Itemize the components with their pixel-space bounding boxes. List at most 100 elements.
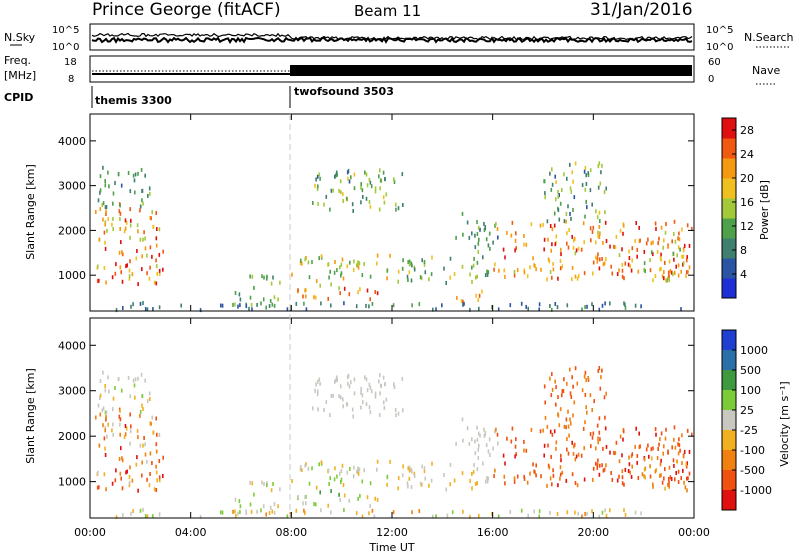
data-cell — [630, 475, 633, 479]
data-cell — [543, 443, 546, 448]
data-cell — [389, 253, 391, 258]
data-cell — [667, 276, 669, 281]
data-cell — [574, 481, 577, 485]
data-cell — [119, 226, 121, 231]
data-cell — [330, 188, 333, 193]
data-cell — [486, 479, 489, 484]
data-cell — [143, 230, 145, 235]
data-cell — [305, 288, 307, 293]
data-cell — [430, 478, 433, 483]
data-cell — [554, 242, 557, 247]
data-cell — [652, 446, 654, 451]
data-cell — [643, 261, 646, 266]
data-cell — [557, 483, 559, 488]
data-cell — [567, 424, 570, 429]
data-cell — [112, 191, 115, 196]
data-cell — [515, 231, 517, 236]
data-cell — [115, 262, 117, 267]
data-cell — [461, 264, 464, 269]
data-cell — [654, 274, 657, 278]
data-cell — [345, 402, 348, 406]
data-cell — [423, 466, 426, 471]
data-cell — [373, 514, 376, 519]
data-cell — [340, 469, 343, 473]
data-cell — [474, 245, 477, 250]
data-cell — [449, 275, 451, 280]
data-cell — [560, 252, 562, 257]
data-cell — [333, 270, 336, 275]
data-cell — [651, 456, 653, 461]
data-cell — [628, 462, 631, 467]
data-cell — [553, 211, 556, 216]
data-cell — [307, 260, 310, 265]
data-cell — [546, 277, 548, 282]
data-cell — [686, 488, 688, 493]
data-cell — [484, 273, 487, 278]
data-cell — [551, 372, 553, 377]
data-cell — [623, 482, 625, 487]
colorbar-tick-label: 28 — [740, 124, 754, 137]
data-cell — [534, 470, 536, 475]
data-cell — [328, 482, 330, 486]
data-cell — [158, 478, 161, 483]
data-cell — [443, 266, 445, 271]
cpid-row: CPID themis 3300 twofsound 3503 — [4, 85, 394, 108]
data-cell — [158, 512, 161, 517]
data-cell — [478, 306, 480, 311]
data-cell — [338, 188, 340, 193]
data-cell — [149, 421, 151, 426]
data-cell — [639, 238, 641, 243]
data-cell — [248, 306, 250, 311]
data-cell — [649, 474, 652, 479]
data-cell — [474, 233, 476, 238]
data-cell — [504, 255, 506, 260]
data-cell — [677, 263, 680, 268]
data-cell — [682, 254, 685, 259]
data-cell — [478, 237, 480, 242]
data-cell — [234, 302, 236, 307]
data-cell — [348, 498, 351, 503]
data-cell — [476, 437, 479, 442]
data-cell — [155, 488, 158, 492]
data-cell — [495, 221, 497, 226]
data-cell — [568, 433, 570, 438]
data-cell — [563, 377, 565, 382]
date-title: 31/Jan/2016 — [590, 0, 693, 20]
freq-label-2: [MHz] — [4, 69, 36, 82]
data-cell — [598, 416, 601, 421]
data-cell — [249, 480, 251, 485]
data-cell — [469, 272, 471, 277]
data-cell — [557, 276, 559, 281]
data-cell — [587, 171, 589, 176]
data-cell — [585, 182, 588, 186]
data-cell — [460, 299, 463, 304]
data-cell — [220, 303, 222, 308]
data-cell — [569, 391, 572, 396]
data-cell — [128, 274, 131, 279]
data-cell — [552, 262, 554, 266]
data-cell — [156, 227, 158, 231]
data-cell — [220, 510, 222, 515]
data-cell — [327, 262, 330, 267]
data-cell — [559, 472, 562, 477]
data-cell — [663, 270, 665, 275]
data-cell — [604, 508, 606, 513]
data-cell — [105, 417, 107, 422]
data-cell — [401, 266, 404, 271]
data-cell — [629, 470, 631, 475]
data-cell — [101, 203, 104, 207]
data-cell — [256, 302, 258, 307]
data-cell — [395, 207, 397, 212]
data-cell — [144, 246, 147, 251]
colorbar-tick-label: -100 — [740, 444, 765, 457]
data-cell — [342, 404, 344, 409]
data-cell — [397, 411, 400, 416]
data-cell — [136, 223, 139, 228]
data-cell — [559, 266, 562, 271]
data-cell — [631, 464, 633, 469]
data-cell — [637, 269, 640, 274]
data-cell — [376, 253, 379, 258]
data-cell — [304, 463, 306, 468]
data-cell — [339, 471, 341, 476]
data-cell — [132, 302, 134, 307]
